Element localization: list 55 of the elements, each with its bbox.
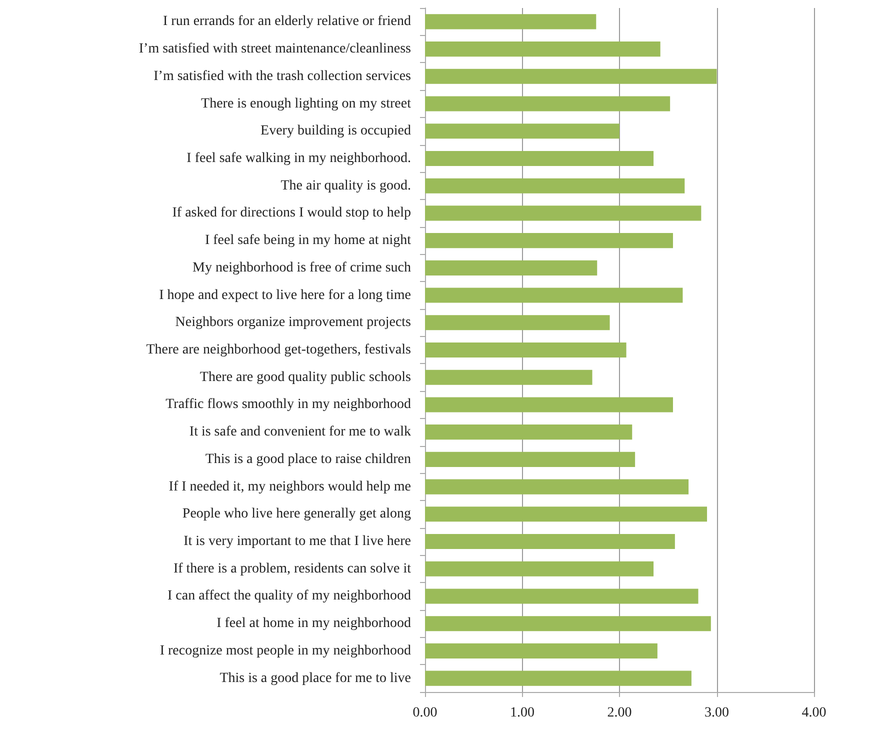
y-tick-label: There is enough lighting on my street bbox=[201, 96, 412, 112]
x-tick-label: 3.00 bbox=[704, 706, 729, 720]
bar bbox=[425, 342, 626, 358]
x-tick-label: 1.00 bbox=[510, 706, 534, 720]
y-tick-label: I can affect the quality of my neighborhood bbox=[168, 588, 411, 604]
bar bbox=[425, 506, 708, 522]
bar bbox=[425, 178, 685, 194]
y-tick-label: The air quality is good. bbox=[280, 178, 411, 194]
y-tick-label: There are neighborhood get-togethers, festivals bbox=[146, 342, 411, 358]
y-tick-label: There are good quality public schools bbox=[200, 370, 411, 385]
y-tick-label: This is a good place for me to live bbox=[220, 670, 411, 686]
y-tick-label: I recognize most people in my neighborhood bbox=[160, 643, 411, 658]
y-tick-label: This is a good place to raise children bbox=[205, 452, 411, 467]
bar bbox=[425, 150, 654, 166]
y-tick-label: People who live here generally get along bbox=[182, 506, 411, 522]
x-tick-label: 0.00 bbox=[412, 706, 438, 720]
y-tick-label: If asked for directions I would stop to help bbox=[172, 206, 411, 221]
y-tick-label: Neighbors organize improvement projects bbox=[175, 315, 411, 330]
bar bbox=[425, 397, 673, 412]
bar bbox=[425, 206, 702, 221]
bar bbox=[425, 452, 636, 467]
y-tick-label: I run errands for an elderly relative or friend bbox=[163, 14, 411, 30]
y-tick-label: I feel safe walking in my neighborhood. bbox=[186, 150, 411, 166]
bar bbox=[425, 534, 675, 550]
bar bbox=[425, 14, 596, 30]
y-tick-label: It is very important to me that I live here bbox=[184, 534, 411, 550]
bar bbox=[425, 260, 598, 276]
x-tick-label: 2.00 bbox=[607, 706, 632, 720]
y-tick-label: I hope and expect to live here for a long time bbox=[159, 288, 411, 303]
bar bbox=[425, 616, 711, 632]
y-tick-label: It is safe and convenient for me to walk bbox=[189, 424, 411, 440]
bar bbox=[425, 643, 658, 658]
bar bbox=[425, 561, 654, 576]
y-tick-label: If there is a problem, residents can solve it bbox=[173, 561, 412, 576]
bar bbox=[425, 670, 692, 686]
bar bbox=[425, 68, 717, 84]
y-tick-label: I’m satisfied with the trash collection services bbox=[154, 68, 411, 84]
bar bbox=[425, 315, 610, 330]
bar bbox=[425, 233, 673, 248]
bar bbox=[425, 124, 620, 139]
y-tick-label: I feel safe being in my home at night bbox=[204, 233, 412, 248]
y-tick-label: Traffic flows smoothly in my neighborhood bbox=[166, 397, 411, 412]
y-tick-label: I’m satisfied with street maintenance/cleanliness bbox=[138, 42, 411, 57]
y-tick-label: Every building is occupied bbox=[260, 124, 411, 139]
bar bbox=[425, 42, 660, 57]
x-tick-label: 4.00 bbox=[802, 706, 826, 720]
bar bbox=[425, 96, 670, 112]
bar bbox=[425, 588, 698, 604]
y-tick-label: I feel at home in my neighborhood bbox=[216, 616, 411, 632]
bar bbox=[425, 479, 689, 494]
bar bbox=[425, 424, 632, 440]
y-tick-label: If I needed it, my neighbors would help me bbox=[168, 479, 411, 494]
bar bbox=[425, 370, 592, 385]
bar bbox=[425, 288, 683, 303]
y-tick-label: My neighborhood is free of crime such bbox=[192, 260, 411, 276]
